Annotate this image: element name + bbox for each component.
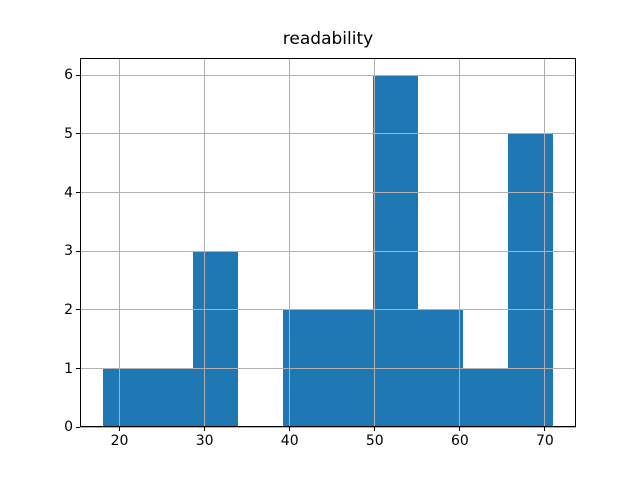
x-tick-label: 20 — [110, 433, 129, 450]
histogram-bar — [418, 309, 464, 428]
x-tick-label: 50 — [365, 433, 384, 450]
x-tick-mark — [119, 427, 121, 432]
y-tick-label: 3 — [64, 243, 73, 260]
x-tick-mark — [544, 427, 546, 432]
y-tick-label: 6 — [64, 67, 73, 84]
histogram-bar — [463, 368, 509, 428]
y-tick-label: 0 — [64, 419, 73, 436]
x-tick-mark — [374, 427, 376, 432]
x-tick-label: 40 — [280, 433, 299, 450]
y-tick-label: 2 — [64, 301, 73, 318]
histogram-bar — [147, 368, 193, 428]
histogram-bar — [282, 309, 328, 428]
x-tick-label: 60 — [450, 433, 469, 450]
histogram-bar — [373, 75, 419, 428]
x-tick-label: 70 — [536, 433, 554, 450]
x-tick-mark — [459, 427, 461, 432]
y-tick-label: 4 — [64, 184, 73, 201]
histogram-bar — [102, 368, 148, 428]
x-tick-mark — [204, 427, 206, 432]
plot-area — [80, 57, 576, 428]
histogram-bar — [328, 309, 374, 428]
chart-title: readability — [282, 29, 374, 49]
x-tick-mark — [289, 427, 291, 432]
y-tick-label: 1 — [64, 360, 73, 377]
histogram-bar — [508, 133, 554, 428]
histogram-bar — [192, 251, 238, 428]
y-tick-label: 5 — [64, 125, 73, 142]
x-tick-label: 30 — [195, 433, 214, 450]
bars-layer — [80, 58, 576, 428]
